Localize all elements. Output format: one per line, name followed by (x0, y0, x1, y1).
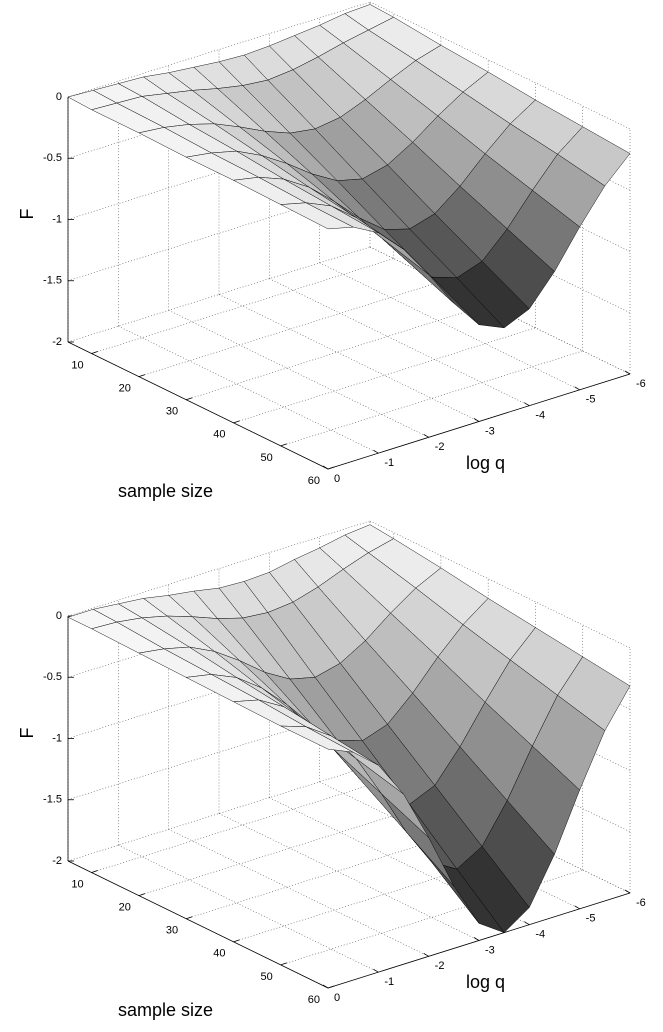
x-tick-label: -4 (535, 929, 545, 941)
tick-mark (186, 916, 193, 920)
grid-line (118, 844, 379, 973)
tick-mark (233, 420, 240, 424)
tick-mark (423, 952, 429, 957)
grid-line (269, 278, 530, 406)
tick-mark (327, 466, 335, 470)
x-tick-label: -6 (636, 378, 646, 390)
grid-line (91, 777, 394, 873)
x-axis-label: log q (466, 453, 505, 473)
y-axis-label: sample size (118, 1000, 213, 1020)
grid-line (319, 262, 580, 391)
y-tick-label: 10 (71, 359, 83, 371)
tick-mark (524, 921, 530, 926)
tick-mark (327, 985, 335, 989)
tick-mark (322, 465, 329, 470)
y-axis-label: sample size (118, 481, 213, 501)
tick-mark (138, 893, 146, 897)
tick-mark (524, 402, 530, 407)
grid-line (168, 310, 429, 438)
y-tick-label: 50 (260, 971, 272, 983)
z-tick-label: -1.5 (43, 794, 62, 806)
tick-mark (624, 370, 631, 375)
x-axis-label: log q (466, 972, 505, 992)
tick-mark (373, 449, 379, 454)
z-tick-label: -0.5 (43, 671, 62, 683)
z-tick-label: -2 (52, 855, 62, 867)
tick-mark (574, 905, 580, 910)
grid-line (369, 1, 631, 130)
grid-line (280, 350, 583, 447)
z-tick-label: -1.5 (43, 275, 62, 287)
y-tick-label: 30 (166, 925, 178, 937)
z-tick-label: -1 (52, 732, 62, 744)
x-tick-label: -1 (384, 457, 394, 469)
x-tick-label: -1 (384, 976, 394, 988)
tick-mark (473, 418, 480, 422)
grid-line (118, 325, 379, 454)
surface-patch (280, 202, 354, 230)
tick-mark (233, 939, 240, 943)
z-tick-label: -2 (52, 336, 62, 348)
x-tick-label: -2 (435, 441, 445, 453)
z-tick-label: 0 (56, 91, 62, 103)
y-tick-label: 50 (260, 452, 272, 464)
y-tick-label: 30 (166, 406, 178, 418)
z-tick-label: -0.5 (43, 152, 62, 164)
surface-chart: -2 -1.5 -1 -0.5 0 10 20 30 40 50 60 0 -1 -2 -3 -4 -5 -6 sa… (17, 1, 646, 501)
tick-mark (91, 870, 98, 873)
x-tick-label: -5 (586, 913, 596, 925)
tick-mark (186, 397, 193, 401)
z-axis-label: F (17, 728, 37, 739)
grid-line (91, 258, 394, 354)
tick-mark (473, 937, 480, 941)
tick-mark (91, 351, 98, 354)
tick-mark (322, 984, 329, 989)
tick-mark (373, 968, 379, 973)
tick-mark (574, 386, 580, 391)
x-tick-label: -5 (586, 394, 596, 406)
x-tick-label: -2 (435, 960, 445, 972)
surface-patch (280, 725, 354, 753)
y-tick-label: 20 (119, 383, 131, 395)
y-tick-label: 60 (308, 994, 320, 1006)
surface-chart: -2 -1.5 -1 -0.5 0 10 20 30 40 50 60 0 -1 -2 -3 -4 -5 -6 sa… (17, 520, 646, 1020)
z-tick-label: 0 (56, 610, 62, 622)
grid-line (369, 520, 631, 649)
x-tick-label: -4 (535, 410, 545, 422)
tick-mark (280, 962, 287, 966)
x-tick-label: -3 (485, 425, 495, 437)
y-tick-label: 40 (213, 948, 225, 960)
x-tick-label: -6 (636, 897, 646, 909)
tick-mark (280, 443, 287, 447)
y-tick-label: 20 (119, 902, 131, 914)
y-tick-label: 10 (71, 878, 83, 890)
grid-line (233, 327, 536, 424)
y-axis (67, 341, 329, 470)
tick-mark (138, 374, 146, 378)
tick-mark (423, 433, 429, 438)
grid-line (218, 294, 480, 422)
grid-line (168, 829, 429, 957)
grid-line (186, 304, 489, 401)
y-tick-label: 40 (213, 429, 225, 441)
x-tick-label: -3 (485, 944, 495, 956)
grid-line (218, 813, 480, 941)
x-tick-label: 0 (334, 992, 340, 1004)
z-axis-label: F (17, 209, 37, 220)
z-tick-label: -1 (52, 213, 62, 225)
y-tick-label: 60 (308, 475, 320, 487)
tick-mark (624, 889, 631, 894)
x-tick-label: 0 (334, 473, 340, 485)
grid-line (269, 797, 530, 925)
y-axis (67, 860, 329, 989)
